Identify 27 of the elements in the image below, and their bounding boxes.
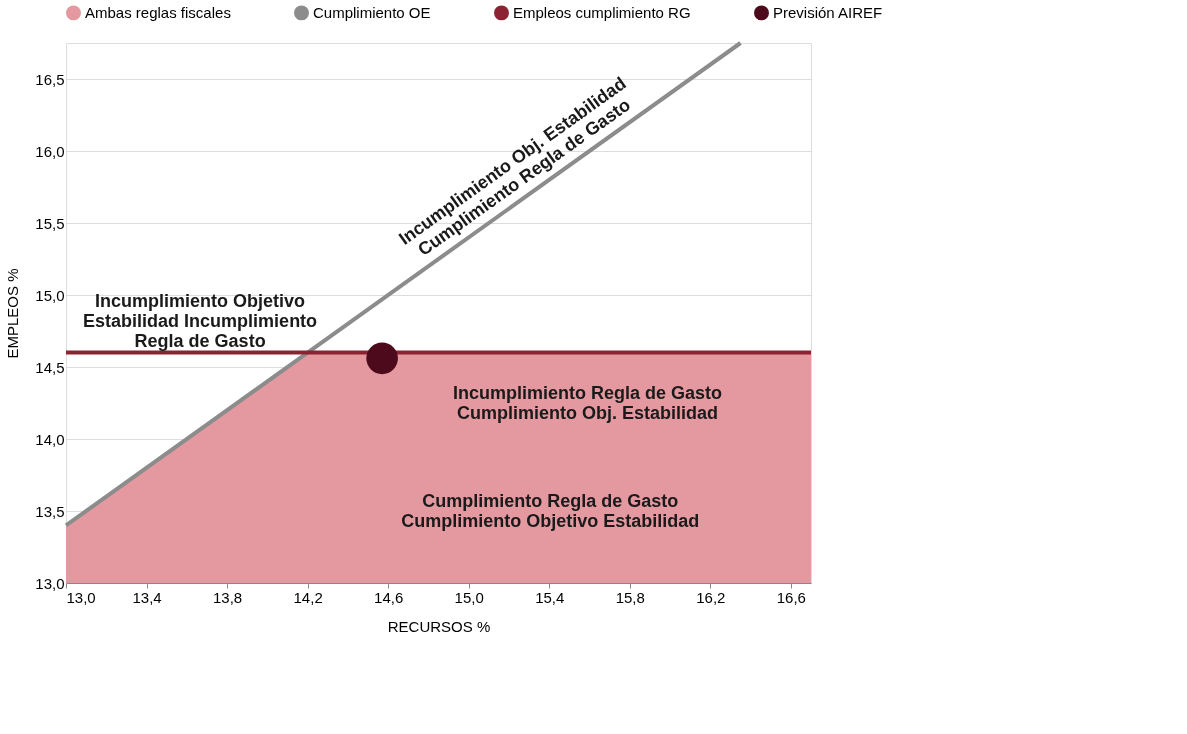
x-tick-label: 13,0 — [66, 588, 96, 606]
y-tick-label: 14,5 — [35, 358, 65, 376]
y-tick-label: 13,0 — [35, 574, 65, 592]
y-tick-label: 14,0 — [35, 430, 65, 448]
legend-label: Empleos cumplimiento RG — [513, 3, 691, 21]
y-tick-label: 16,0 — [35, 142, 65, 160]
y-tick-label: 15,5 — [35, 214, 65, 232]
x-tick-label: 14,6 — [374, 588, 404, 606]
x-tick-label: 15,0 — [454, 588, 484, 606]
y-tick-label: 16,5 — [35, 70, 65, 88]
x-axis-title: RECURSOS % — [387, 617, 491, 635]
annotation: Incumplimiento Objetivo Estabilidad Incumplimiento Regla de Gasto — [83, 291, 318, 352]
legend-label: Ambas reglas fiscales — [85, 3, 231, 21]
annotation: Incumplimiento Regla de Gasto Cumplimiento Obj. Estabilidad — [452, 383, 723, 423]
x-tick-label: 15,4 — [535, 588, 565, 606]
x-tick-label: 15,8 — [615, 588, 645, 606]
x-tick-label: 13,4 — [132, 588, 162, 606]
x-tick-label: 13,8 — [212, 588, 243, 606]
y-axis-title: EMPLEOS % — [4, 268, 22, 359]
legend-label: Previsión AIREF — [773, 3, 883, 21]
legend-label: Cumplimiento OE — [313, 3, 431, 21]
y-tick-label: 15,0 — [35, 286, 65, 304]
x-tick-label: 16,2 — [696, 588, 726, 606]
x-tick-label: 16,6 — [776, 588, 806, 606]
y-tick-label: 13,5 — [35, 502, 65, 520]
x-tick-label: 14,2 — [293, 588, 323, 606]
annotation: Cumplimiento Regla de Gasto Cumplimiento Objetivo Estabilidad — [401, 491, 700, 531]
